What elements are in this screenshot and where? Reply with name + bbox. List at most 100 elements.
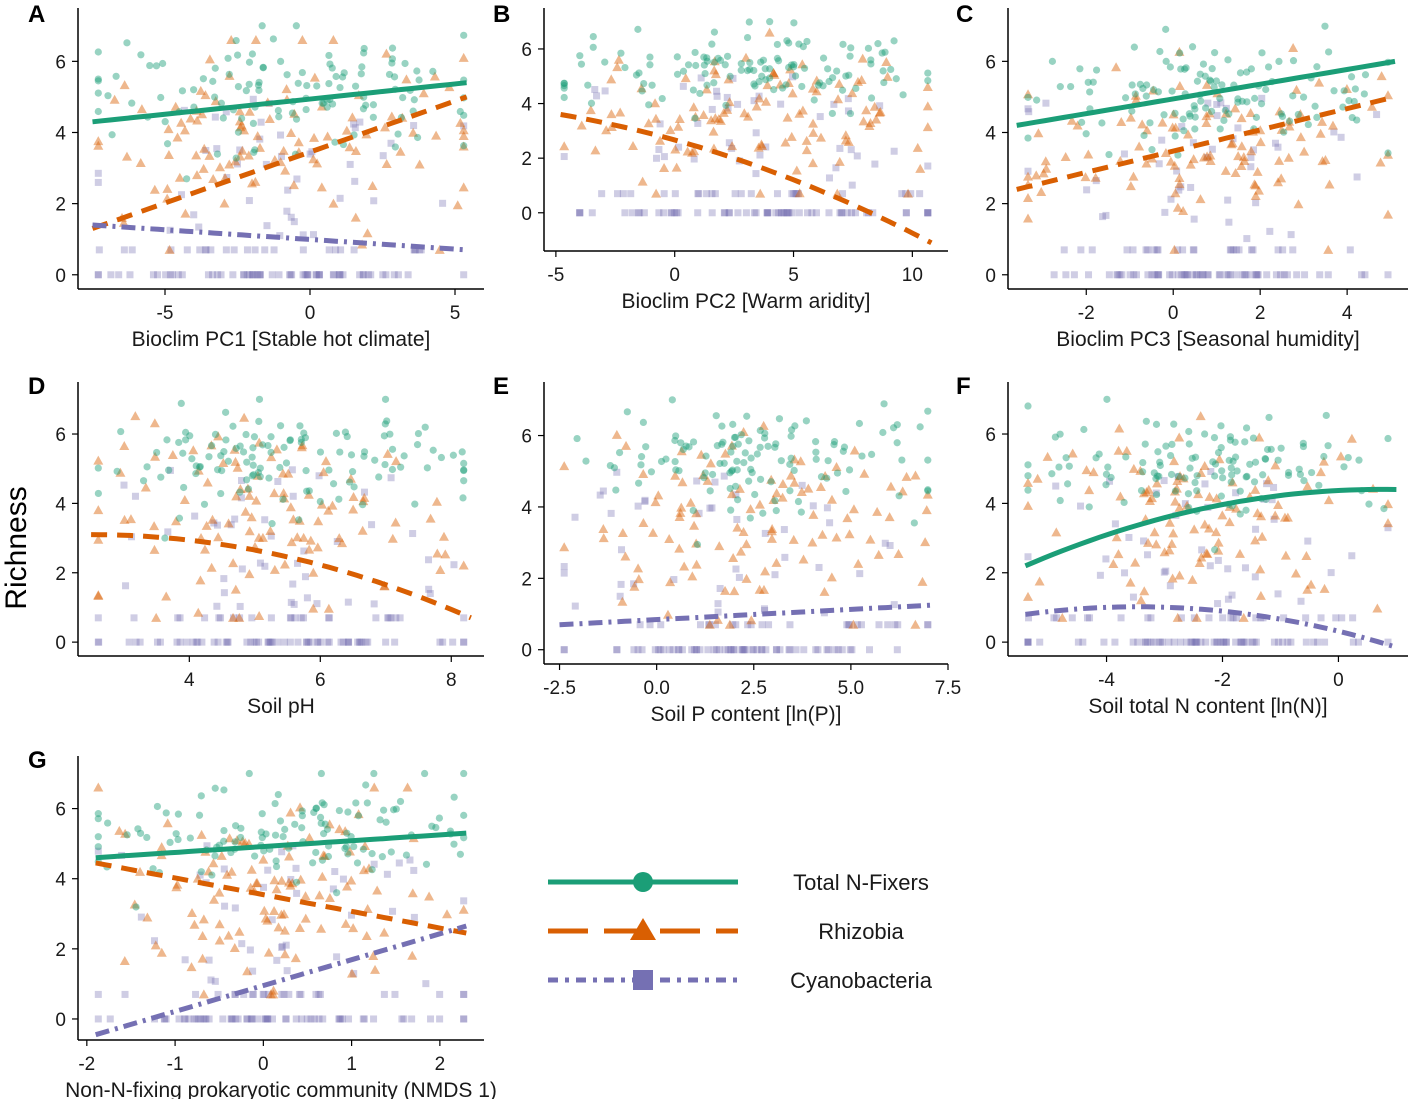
point-total-n-fixers <box>332 429 341 437</box>
point-total-n-fixers <box>255 78 263 86</box>
point-cyanobacteria <box>1188 638 1196 646</box>
point-rhizobia <box>195 85 206 95</box>
point-total-n-fixers <box>1150 86 1158 94</box>
point-total-n-fixers <box>689 506 697 515</box>
point-rhizobia <box>379 927 390 937</box>
point-rhizobia <box>164 244 175 254</box>
point-cyanobacteria <box>261 516 269 524</box>
point-rhizobia <box>720 448 731 458</box>
point-total-n-fixers <box>161 118 169 126</box>
point-rhizobia <box>316 182 327 192</box>
point-rhizobia <box>263 947 274 957</box>
point-cyanobacteria <box>264 866 272 874</box>
point-rhizobia <box>1302 584 1313 594</box>
point-rhizobia <box>316 101 327 111</box>
point-rhizobia <box>334 824 345 834</box>
point-cyanobacteria <box>727 646 735 654</box>
point-total-n-fixers <box>340 69 348 77</box>
point-cyanobacteria <box>1111 520 1119 528</box>
point-rhizobia <box>340 918 351 928</box>
point-rhizobia <box>1108 559 1119 569</box>
legend-item-nfix: Total N-Fixers <box>548 870 929 895</box>
point-cyanobacteria <box>245 197 253 205</box>
point-total-n-fixers <box>134 825 142 833</box>
point-cyanobacteria <box>1348 552 1356 560</box>
point-total-n-fixers <box>1191 125 1199 133</box>
point-cyanobacteria <box>630 646 638 654</box>
point-total-n-fixers <box>272 857 280 865</box>
point-total-n-fixers <box>301 434 310 442</box>
point-cyanobacteria <box>846 646 854 654</box>
point-rhizobia <box>852 76 863 86</box>
point-cyanobacteria <box>289 492 297 500</box>
point-rhizobia <box>820 471 831 481</box>
point-total-n-fixers <box>1234 95 1242 103</box>
point-cyanobacteria <box>1177 614 1185 622</box>
point-rhizobia <box>1217 510 1228 520</box>
point-cyanobacteria <box>831 646 839 654</box>
point-rhizobia <box>685 497 696 507</box>
point-cyanobacteria <box>317 638 325 646</box>
point-cyanobacteria <box>439 638 447 646</box>
point-rhizobia <box>1033 128 1044 138</box>
point-total-n-fixers <box>1351 85 1359 93</box>
point-total-n-fixers <box>761 429 769 437</box>
point-rhizobia <box>1255 590 1266 600</box>
point-cyanobacteria <box>804 209 812 217</box>
point-rhizobia <box>313 516 324 526</box>
y-tick-label: 0 <box>55 633 66 654</box>
point-rhizobia <box>1081 465 1092 475</box>
point-total-n-fixers <box>1347 73 1356 81</box>
point-rhizobia <box>1178 473 1189 483</box>
point-total-n-fixers <box>1185 427 1193 436</box>
point-rhizobia <box>606 109 617 119</box>
point-total-n-fixers <box>798 82 806 91</box>
point-cyanobacteria <box>1168 271 1176 279</box>
point-cyanobacteria <box>95 638 103 646</box>
point-rhizobia <box>1211 493 1222 503</box>
point-cyanobacteria <box>752 209 760 217</box>
point-cyanobacteria <box>786 646 794 654</box>
point-rhizobia <box>1255 564 1266 574</box>
point-cyanobacteria <box>825 209 833 217</box>
point-cyanobacteria <box>1116 271 1124 279</box>
point-cyanobacteria <box>714 600 722 608</box>
point-total-n-fixers <box>560 84 568 92</box>
point-total-n-fixers <box>381 460 389 469</box>
point-rhizobia <box>789 477 800 487</box>
point-total-n-fixers <box>186 834 194 842</box>
point-total-n-fixers <box>679 445 687 454</box>
point-rhizobia <box>260 913 271 923</box>
point-rhizobia <box>1254 432 1265 442</box>
point-cyanobacteria <box>194 638 202 646</box>
point-cyanobacteria <box>122 582 130 590</box>
point-cyanobacteria <box>634 209 642 217</box>
point-cyanobacteria <box>301 573 309 581</box>
point-cyanobacteria <box>715 646 723 654</box>
point-total-n-fixers <box>758 72 766 80</box>
point-cyanobacteria <box>337 638 345 646</box>
point-rhizobia <box>1233 151 1244 161</box>
point-cyanobacteria <box>222 246 230 254</box>
point-cyanobacteria <box>297 990 305 998</box>
point-rhizobia <box>1211 527 1222 537</box>
point-rhizobia <box>629 581 640 591</box>
point-cyanobacteria <box>201 614 209 622</box>
point-total-n-fixers <box>1252 113 1261 121</box>
point-cyanobacteria <box>287 213 295 221</box>
point-total-n-fixers <box>1210 83 1218 91</box>
point-rhizobia <box>613 54 624 64</box>
point-cyanobacteria <box>300 547 308 555</box>
point-cyanobacteria <box>733 515 741 523</box>
point-cyanobacteria <box>1226 246 1234 254</box>
point-rhizobia <box>1032 473 1043 483</box>
point-total-n-fixers <box>700 61 708 69</box>
point-total-n-fixers <box>748 469 756 477</box>
point-cyanobacteria <box>621 209 629 217</box>
point-total-n-fixers <box>1139 468 1147 476</box>
point-rhizobia <box>718 107 729 117</box>
point-total-n-fixers <box>689 438 698 446</box>
point-cyanobacteria <box>347 911 355 919</box>
point-total-n-fixers <box>274 790 282 799</box>
